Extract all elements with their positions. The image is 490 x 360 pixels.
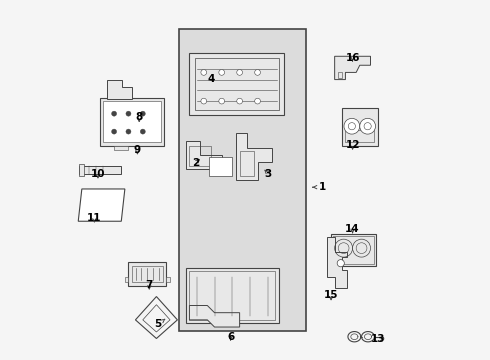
- Text: 9: 9: [134, 144, 141, 154]
- Bar: [103, 101, 161, 142]
- Bar: [195, 58, 279, 110]
- Bar: [179, 30, 306, 330]
- Text: 1: 1: [313, 182, 326, 192]
- Bar: [100, 98, 164, 146]
- Circle shape: [255, 69, 260, 75]
- Circle shape: [201, 98, 207, 104]
- Polygon shape: [236, 134, 272, 180]
- Polygon shape: [327, 237, 347, 288]
- Bar: [114, 146, 128, 149]
- Text: 15: 15: [324, 291, 338, 301]
- Circle shape: [237, 98, 243, 104]
- Bar: [342, 108, 378, 146]
- Bar: [190, 271, 275, 320]
- Polygon shape: [78, 189, 125, 221]
- Bar: [338, 72, 342, 78]
- Bar: [166, 277, 170, 282]
- Text: 14: 14: [345, 225, 360, 234]
- Text: 3: 3: [265, 168, 272, 179]
- Bar: [240, 151, 254, 176]
- Circle shape: [140, 111, 146, 116]
- Text: 8: 8: [136, 112, 143, 122]
- Text: 13: 13: [371, 334, 386, 344]
- Circle shape: [112, 111, 117, 116]
- Text: 7: 7: [146, 280, 153, 290]
- Text: 16: 16: [345, 53, 360, 63]
- Circle shape: [337, 260, 344, 267]
- Bar: [79, 166, 121, 174]
- Polygon shape: [186, 140, 221, 169]
- Bar: [190, 53, 285, 116]
- Circle shape: [126, 111, 131, 116]
- Bar: [331, 234, 376, 266]
- Polygon shape: [335, 56, 370, 80]
- Text: 2: 2: [192, 158, 199, 168]
- Text: 5: 5: [154, 319, 165, 329]
- Text: 12: 12: [345, 140, 360, 150]
- Polygon shape: [190, 306, 240, 327]
- Bar: [190, 146, 211, 166]
- Text: 6: 6: [227, 332, 234, 342]
- Polygon shape: [186, 268, 279, 323]
- Circle shape: [112, 129, 117, 134]
- Circle shape: [360, 118, 375, 134]
- Bar: [345, 130, 374, 142]
- Bar: [128, 262, 166, 286]
- Text: 4: 4: [207, 73, 215, 84]
- Bar: [132, 266, 163, 282]
- Circle shape: [344, 118, 360, 134]
- Bar: [209, 157, 232, 176]
- Bar: [125, 277, 128, 282]
- Bar: [333, 235, 374, 264]
- Circle shape: [219, 98, 224, 104]
- Circle shape: [219, 69, 224, 75]
- Circle shape: [140, 129, 146, 134]
- Polygon shape: [107, 80, 132, 99]
- Circle shape: [237, 69, 243, 75]
- Circle shape: [201, 69, 207, 75]
- Circle shape: [126, 129, 131, 134]
- Text: 11: 11: [87, 213, 101, 222]
- Circle shape: [255, 98, 260, 104]
- Text: 10: 10: [91, 168, 105, 179]
- Bar: [79, 163, 84, 176]
